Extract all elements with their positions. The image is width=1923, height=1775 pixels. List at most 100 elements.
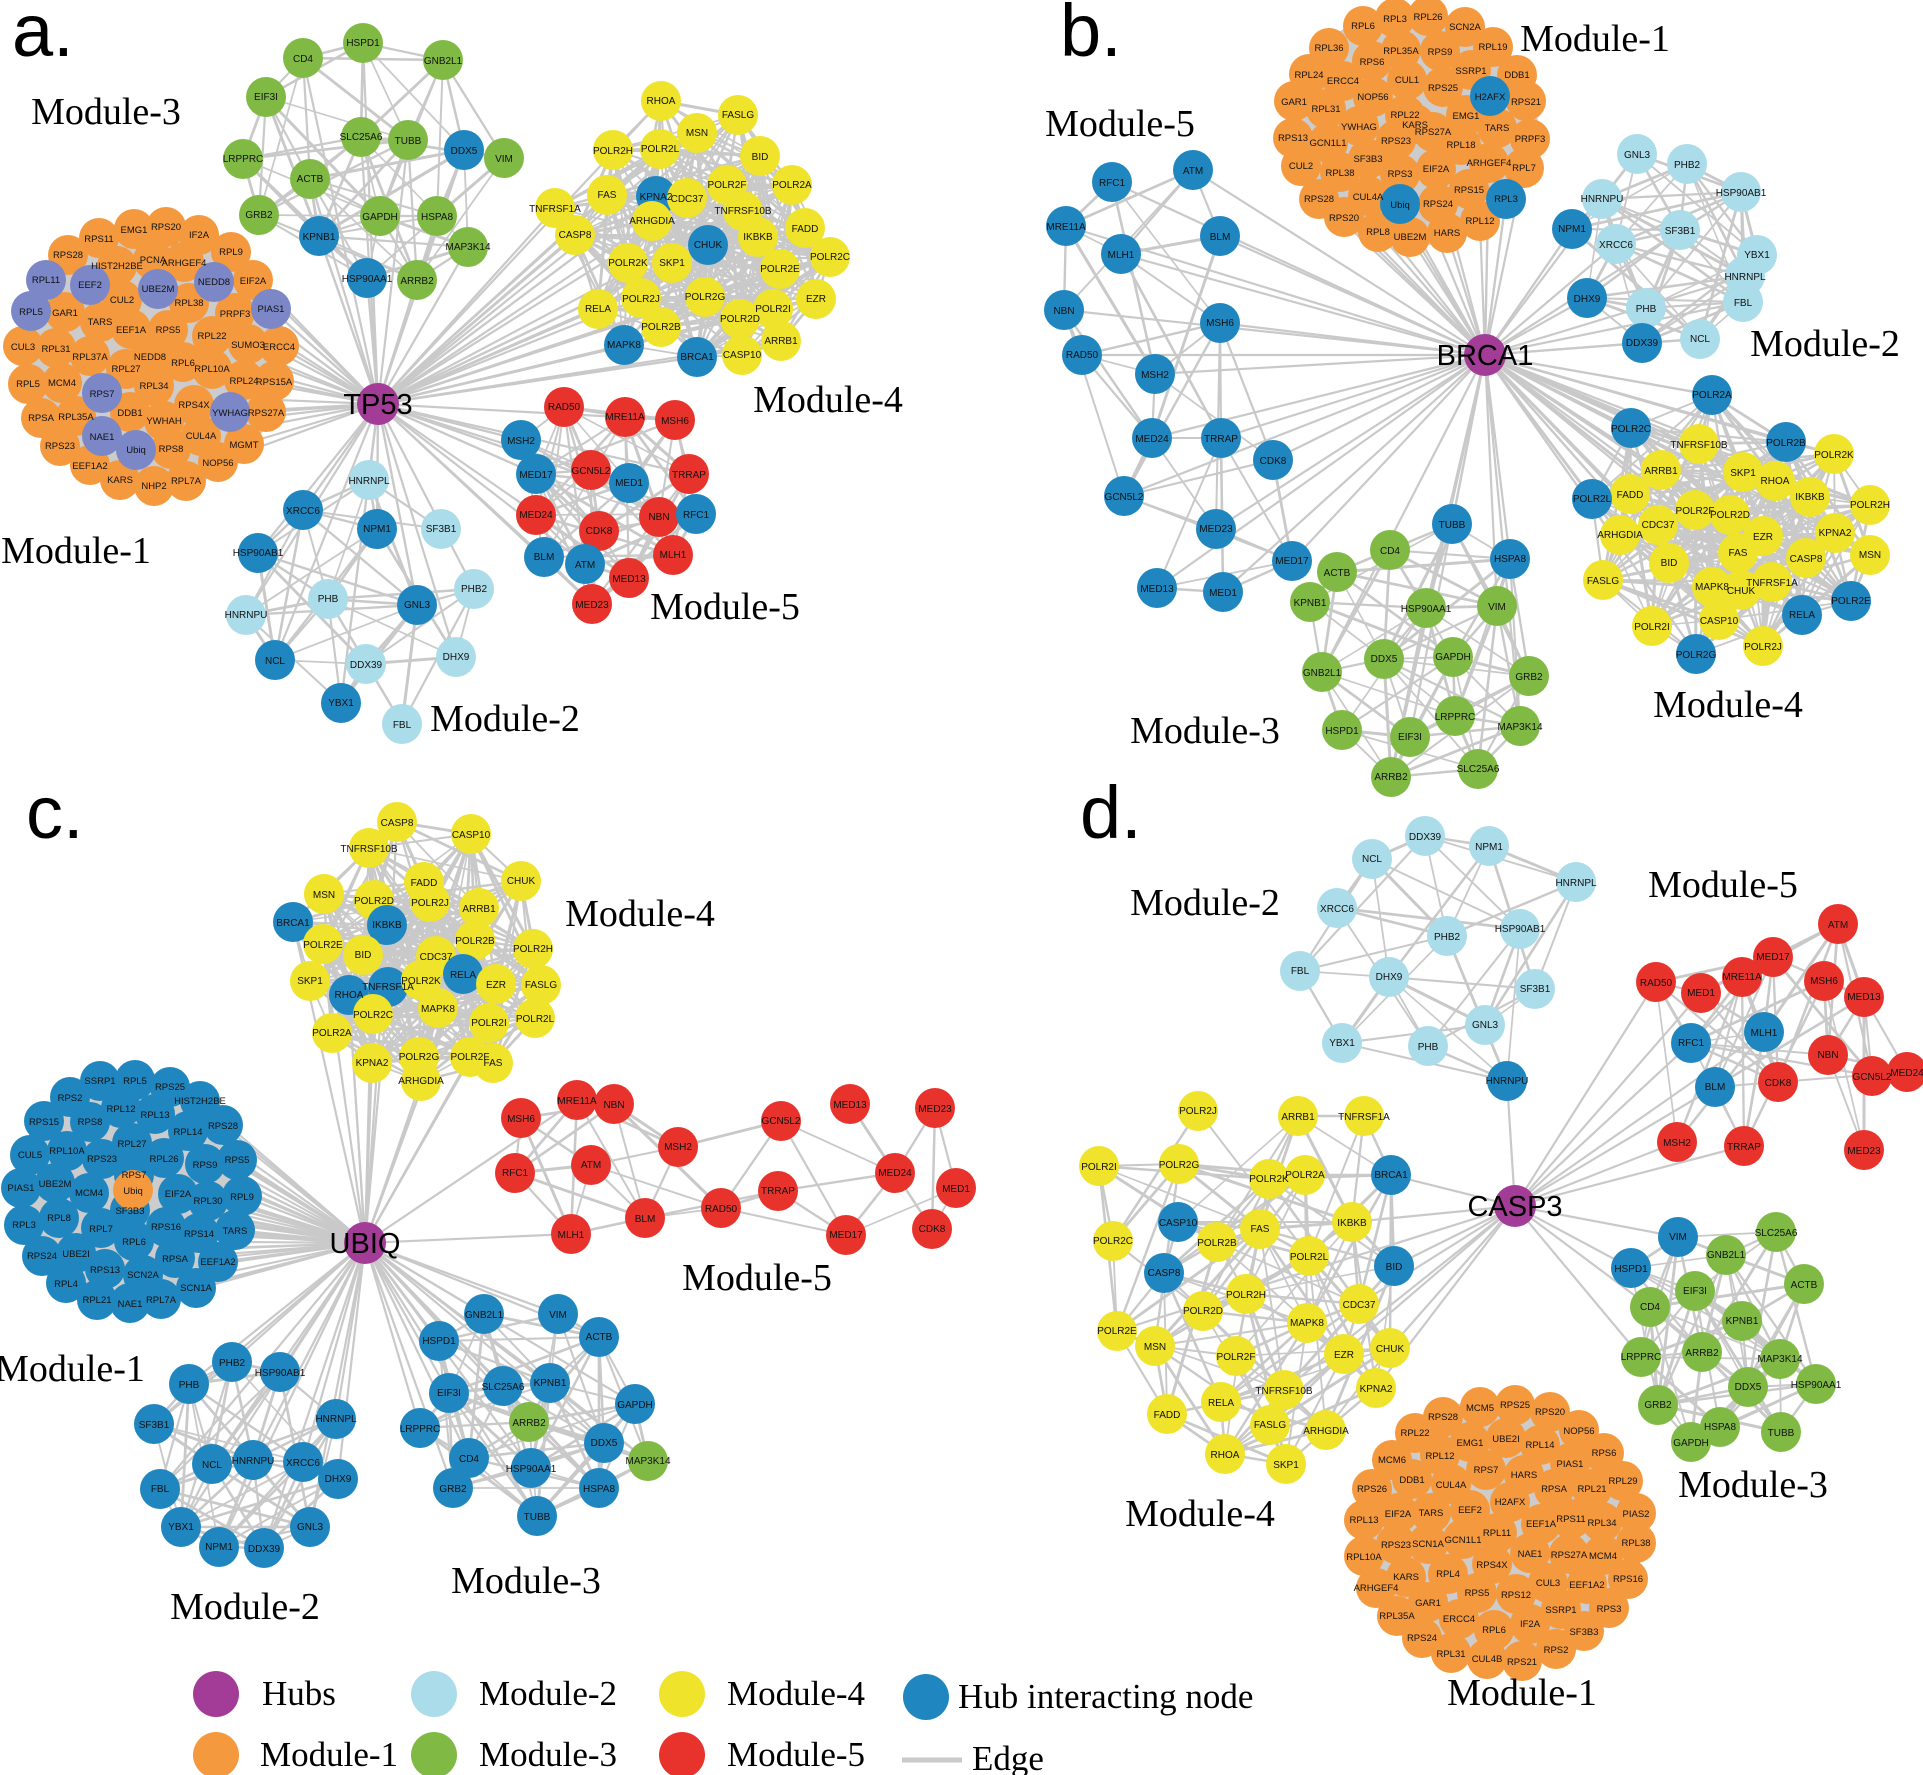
svg-text:EMG1: EMG1: [1453, 111, 1480, 122]
svg-text:MSH2: MSH2: [1663, 1138, 1691, 1149]
svg-text:ATM: ATM: [1183, 166, 1203, 177]
svg-text:MED1: MED1: [1209, 588, 1237, 599]
svg-text:HSP90AA1: HSP90AA1: [342, 274, 393, 285]
svg-text:PIAS1: PIAS1: [258, 304, 285, 315]
svg-text:MED23: MED23: [918, 1104, 952, 1115]
svg-text:RPS23: RPS23: [45, 441, 75, 452]
svg-text:TUBB: TUBB: [1768, 1428, 1795, 1439]
svg-text:DDB1: DDB1: [1399, 1475, 1424, 1486]
svg-text:ARRB1: ARRB1: [462, 904, 496, 915]
svg-text:POLR2J: POLR2J: [622, 294, 660, 305]
svg-text:ACTB: ACTB: [1324, 568, 1351, 579]
svg-text:RPL30: RPL30: [193, 1196, 222, 1207]
svg-text:POLR2L: POLR2L: [1573, 494, 1612, 505]
svg-text:Module-5: Module-5: [682, 1257, 832, 1299]
svg-text:POLR2D: POLR2D: [720, 314, 760, 325]
svg-text:GAPDH: GAPDH: [1673, 1438, 1709, 1449]
svg-text:CDC37: CDC37: [1642, 520, 1675, 531]
svg-text:CHUK: CHUK: [1376, 1344, 1405, 1355]
svg-text:RPL3: RPL3: [1494, 194, 1518, 205]
svg-text:HSPD1: HSPD1: [1325, 726, 1359, 737]
svg-text:ACTB: ACTB: [297, 174, 324, 185]
svg-text:CDC37: CDC37: [1343, 1300, 1376, 1311]
svg-text:FADD: FADD: [411, 878, 438, 889]
svg-text:HSPA8: HSPA8: [583, 1484, 615, 1495]
svg-text:HSP90AA1: HSP90AA1: [1401, 604, 1452, 615]
svg-text:RPL7A: RPL7A: [171, 476, 202, 487]
svg-text:RPL31: RPL31: [41, 344, 70, 355]
svg-text:FBL: FBL: [151, 1484, 170, 1495]
svg-text:KARS: KARS: [1393, 1572, 1419, 1583]
svg-text:LRPPRC: LRPPRC: [223, 154, 264, 165]
svg-text:ARHGDIA: ARHGDIA: [1597, 530, 1643, 541]
svg-text:RAD50: RAD50: [548, 402, 581, 413]
svg-text:MED17: MED17: [519, 470, 553, 481]
svg-text:UBE2I: UBE2I: [1492, 1434, 1519, 1445]
svg-text:RPL21: RPL21: [82, 1295, 111, 1306]
svg-text:RPS15A: RPS15A: [256, 377, 293, 388]
svg-text:YWHAH: YWHAH: [146, 416, 182, 427]
svg-text:NOP56: NOP56: [1357, 92, 1388, 103]
svg-text:SLC25A6: SLC25A6: [1457, 764, 1500, 775]
svg-text:H2AFX: H2AFX: [1475, 92, 1506, 103]
svg-text:YBX1: YBX1: [328, 698, 354, 709]
svg-text:RPL12: RPL12: [1465, 216, 1494, 227]
svg-text:IKBKB: IKBKB: [372, 920, 402, 931]
svg-text:POLR2L: POLR2L: [641, 144, 680, 155]
svg-text:MAP3K14: MAP3K14: [1497, 722, 1542, 733]
svg-text:KPNB1: KPNB1: [1726, 1316, 1759, 1327]
svg-text:BID: BID: [355, 950, 372, 961]
svg-text:PCNA: PCNA: [140, 255, 167, 266]
svg-text:POLR2A: POLR2A: [1692, 390, 1732, 401]
svg-text:LRPPRC: LRPPRC: [400, 1424, 441, 1435]
svg-text:GRB2: GRB2: [1515, 672, 1543, 683]
svg-text:VIM: VIM: [495, 154, 513, 165]
svg-text:POLR2B: POLR2B: [1197, 1238, 1237, 1249]
svg-text:EIF2A: EIF2A: [1385, 1509, 1412, 1520]
svg-text:DHX9: DHX9: [1574, 294, 1601, 305]
svg-text:RPL7A: RPL7A: [146, 1295, 177, 1306]
svg-text:CD4: CD4: [293, 54, 313, 65]
svg-text:MAPK8: MAPK8: [421, 1004, 455, 1015]
svg-text:MAP3K14: MAP3K14: [625, 1456, 670, 1467]
svg-text:TRRAP: TRRAP: [1727, 1142, 1761, 1153]
svg-text:RPL27: RPL27: [117, 1139, 146, 1150]
svg-text:POLR2F: POLR2F: [1676, 506, 1715, 517]
svg-text:RPS9: RPS9: [193, 1160, 218, 1171]
svg-text:MAP3K14: MAP3K14: [445, 242, 490, 253]
svg-text:ATM: ATM: [1828, 920, 1848, 931]
svg-text:BRCA1: BRCA1: [276, 918, 310, 929]
svg-text:HSPD1: HSPD1: [346, 38, 380, 49]
svg-text:CD4: CD4: [1640, 1302, 1660, 1313]
svg-text:GRB2: GRB2: [1644, 1400, 1672, 1411]
svg-text:RPL31: RPL31: [1311, 104, 1340, 115]
svg-text:RPL8: RPL8: [47, 1213, 71, 1224]
svg-text:NAE1: NAE1: [1518, 1549, 1543, 1560]
svg-text:CD4: CD4: [1380, 546, 1400, 557]
svg-text:Module-5: Module-5: [650, 586, 800, 628]
svg-text:RPSA: RPSA: [28, 413, 55, 424]
svg-text:RHOA: RHOA: [335, 990, 364, 1001]
svg-text:HNRNPL: HNRNPL: [348, 476, 390, 487]
svg-text:EIF2A: EIF2A: [240, 276, 267, 287]
svg-text:MED23: MED23: [1847, 1146, 1881, 1157]
svg-text:RPL9: RPL9: [219, 247, 243, 258]
svg-text:RPL22: RPL22: [197, 331, 226, 342]
svg-text:Module-1: Module-1: [0, 1348, 145, 1390]
svg-text:EIF3I: EIF3I: [254, 92, 278, 103]
svg-text:UBE2I: UBE2I: [62, 1249, 89, 1260]
svg-text:EIF3I: EIF3I: [1398, 732, 1422, 743]
svg-text:TUBB: TUBB: [395, 136, 422, 147]
svg-text:NPM1: NPM1: [205, 1542, 233, 1553]
svg-text:GNL3: GNL3: [297, 1522, 324, 1533]
svg-text:CUL4A: CUL4A: [1353, 192, 1384, 203]
svg-text:CDK8: CDK8: [1260, 456, 1287, 467]
svg-text:CDK8: CDK8: [1765, 1078, 1792, 1089]
svg-text:DHX9: DHX9: [443, 652, 470, 663]
svg-text:DDX5: DDX5: [451, 146, 478, 157]
svg-text:POLR2K: POLR2K: [401, 976, 441, 987]
svg-text:SSRP1: SSRP1: [1545, 1605, 1576, 1616]
svg-text:SSRP1: SSRP1: [1455, 66, 1486, 77]
svg-text:CASP10: CASP10: [723, 350, 762, 361]
svg-text:Module-1: Module-1: [260, 1735, 398, 1774]
